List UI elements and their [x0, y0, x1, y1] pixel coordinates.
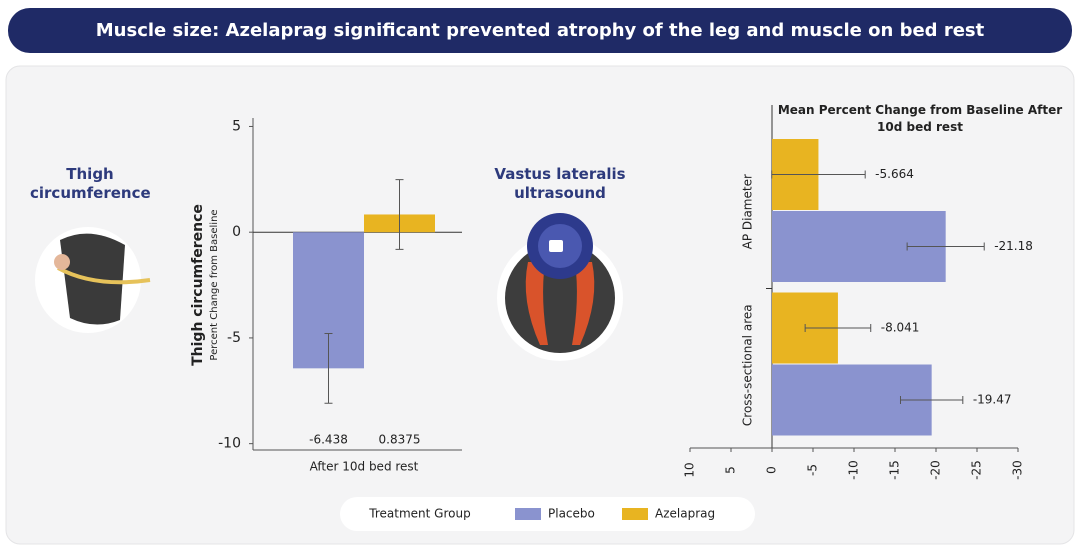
error-bar — [324, 332, 333, 404]
x-tick-label: -20 — [929, 460, 943, 480]
legend-label: Placebo — [548, 507, 595, 521]
thigh-icon — [35, 227, 151, 333]
value-label: -21.18 — [994, 239, 1033, 253]
chart-title: Mean Percent Change from Baseline After … — [777, 103, 1063, 134]
y-axis-label: Thigh circumference — [190, 204, 206, 366]
ultrasound-label: Vastus lateralis ultrasound — [494, 165, 626, 202]
header-title: Muscle size: Azelaprag significant preve… — [96, 20, 985, 41]
x-tick-label: -30 — [1011, 460, 1025, 480]
error-bar — [771, 170, 866, 179]
x-tick-label: 10 — [683, 462, 697, 477]
legend-label: Azelaprag — [655, 507, 715, 521]
y-tick-label: 5 — [232, 118, 241, 134]
x-tick-label: 5 — [724, 466, 738, 474]
thigh-label: Thigh circumference — [30, 165, 151, 202]
x-tick-label: -25 — [970, 460, 984, 480]
y-tick-label: -5 — [227, 330, 241, 346]
value-label: -19.47 — [973, 393, 1012, 407]
value-label: 0.8375 — [379, 433, 421, 447]
error-bar — [395, 179, 404, 250]
value-label: -8.041 — [881, 321, 920, 335]
legend-title: Treatment Group — [368, 507, 470, 521]
value-label: -5.664 — [875, 167, 914, 181]
y-axis-sublabel: Percent Change from Baseline — [209, 209, 220, 360]
x-tick-label: -15 — [888, 460, 902, 480]
legend-box — [340, 497, 755, 531]
x-tick-label: -5 — [806, 464, 820, 476]
y-tick-label: 0 — [232, 224, 241, 240]
error-bar — [804, 324, 872, 332]
value-label: -6.438 — [309, 433, 348, 447]
legend-swatch — [622, 508, 648, 520]
x-tick-label: After 10d bed rest — [310, 460, 419, 474]
error-bar — [906, 242, 985, 251]
header-bar — [8, 8, 1072, 53]
ultrasound-icon — [497, 213, 623, 361]
category-label: AP Diameter — [741, 174, 755, 249]
x-tick-label: -10 — [847, 460, 861, 480]
x-tick-label: 0 — [765, 466, 779, 474]
error-bar — [899, 396, 964, 404]
category-label: Cross-sectional area — [741, 304, 755, 426]
y-tick-label: -10 — [218, 436, 241, 452]
legend-swatch — [515, 508, 541, 520]
